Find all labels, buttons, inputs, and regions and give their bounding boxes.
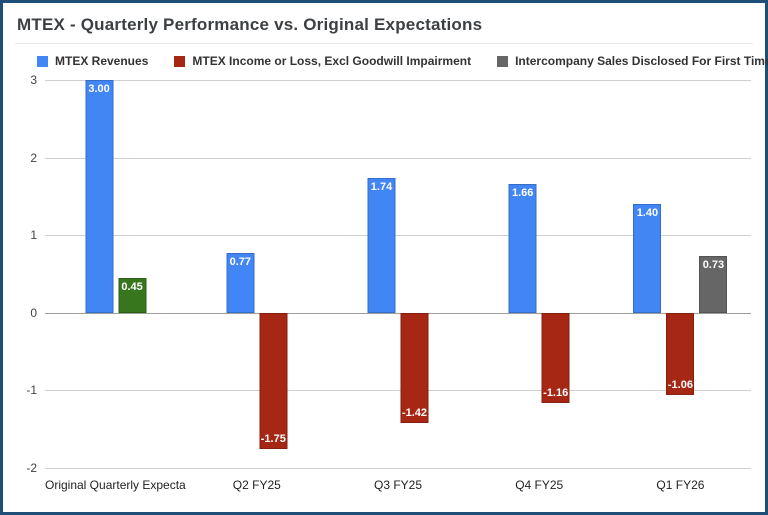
bar-value-label: 1.66 <box>511 187 534 199</box>
bar-slot: 1.74 <box>367 80 396 468</box>
chart-title: MTEX - Quarterly Performance vs. Origina… <box>17 15 483 34</box>
x-category-label: Q3 FY25 <box>373 478 423 492</box>
y-tick-label: 0 <box>30 305 37 320</box>
bar-value-label: 0.73 <box>702 259 725 272</box>
legend-item-label: Intercompany Sales Disclosed For First T… <box>515 54 768 68</box>
bar-slot: 0.77 <box>226 80 255 468</box>
x-category-label: Q4 FY25 <box>515 478 564 492</box>
gridline <box>45 390 751 392</box>
bar[interactable]: 0.77 <box>226 253 255 313</box>
bar[interactable]: -1.06 <box>666 312 695 396</box>
bar-slot: 0.45 <box>118 80 147 468</box>
bar-slot: 1.40 <box>633 80 662 468</box>
bar-row: 1.74 -1.42 <box>367 80 429 468</box>
bar[interactable]: 1.74 <box>367 177 396 313</box>
bar-group: 1.74 -1.42 <box>327 80 468 468</box>
bar-group: 1.40 -1.06 0.73 <box>610 80 751 468</box>
bar[interactable]: 3.00 <box>85 80 114 313</box>
gridline <box>45 157 751 159</box>
chart-header: MTEX - Quarterly Performance vs. Origina… <box>15 13 753 44</box>
bar[interactable]: 0.45 <box>118 277 147 313</box>
gridline <box>45 312 751 314</box>
x-category-label: Q1 FY26 <box>656 478 705 492</box>
bar-slot: 0.73 <box>699 80 728 468</box>
bar[interactable]: -1.16 <box>541 312 570 403</box>
bar-value-label: 3.00 <box>88 83 110 96</box>
legend-swatch-icon <box>37 55 48 67</box>
y-tick-label: 2 <box>30 150 37 165</box>
bar[interactable]: -1.42 <box>400 312 429 423</box>
bar[interactable]: 1.66 <box>508 184 537 313</box>
bar-slot: 3.00 <box>85 80 114 468</box>
legend-item: Intercompany Sales Disclosed For First T… <box>497 54 768 68</box>
bar[interactable]: 0.73 <box>699 256 728 313</box>
bar-value-label: 0.45 <box>121 280 143 293</box>
bar-slot: -1.16 <box>541 80 570 468</box>
bar-value-label: -1.42 <box>401 406 428 419</box>
bar-slot: -1.06 <box>666 80 695 468</box>
bar-group: 0.77 -1.75 <box>186 80 327 468</box>
chart-area: 3 2 1 0 -1 -2 3.00 0.45 0.77 -1.75 1.74 -1.42 1.66 -… <box>15 73 753 504</box>
legend-item-label: MTEX Revenues <box>55 54 149 68</box>
x-category-label: Original Quarterly Expectation <box>45 478 186 492</box>
plot-groups: 3.00 0.45 0.77 -1.75 1.74 -1.42 1.66 -1.16 1.40 -… <box>45 80 751 468</box>
gridline <box>45 80 751 81</box>
legend-swatch-icon <box>497 55 509 67</box>
bar-value-label: -1.06 <box>667 379 693 392</box>
legend-item: MTEX Revenues <box>37 54 148 68</box>
bar-slot: -1.42 <box>400 80 429 468</box>
gridline <box>45 235 751 237</box>
y-tick-label: -2 <box>26 461 37 475</box>
bar[interactable]: 1.40 <box>633 204 662 313</box>
bar-row: 3.00 0.45 <box>85 80 147 468</box>
bar-group: 1.66 -1.16 <box>469 80 610 468</box>
bar-value-label: 0.77 <box>229 256 251 269</box>
y-tick-label: 3 <box>30 73 37 87</box>
bar-slot: 1.66 <box>508 80 537 468</box>
gridline <box>45 468 751 469</box>
bar-slot: -1.75 <box>259 80 288 468</box>
bar-value-label: 1.40 <box>636 207 659 220</box>
bar-row: 1.66 -1.16 <box>508 80 570 468</box>
legend-swatch-icon <box>174 55 186 67</box>
bar-group: 3.00 0.45 <box>45 80 186 468</box>
legend-item-label: MTEX Income or Loss, Excl Goodwill Impai… <box>192 54 472 68</box>
bar-row: 1.40 -1.06 0.73 <box>633 80 728 468</box>
bar-row: 0.77 -1.75 <box>226 80 288 468</box>
y-tick-label: 1 <box>30 228 37 243</box>
legend: MTEX Revenues MTEX Income or Loss, Excl G… <box>15 44 768 72</box>
x-axis-labels: Original Quarterly Expectation Q2 FY25 Q3 … <box>45 468 751 504</box>
bar-value-label: -1.16 <box>543 386 569 399</box>
plot-area: 3.00 0.45 0.77 -1.75 1.74 -1.42 1.66 -1.16 1.40 -… <box>45 80 751 469</box>
bar-value-label: -1.75 <box>260 432 286 445</box>
bar[interactable]: -1.75 <box>259 312 288 449</box>
y-axis: 3 2 1 0 -1 -2 <box>15 73 45 475</box>
y-tick-label: -1 <box>26 383 37 398</box>
legend-item: MTEX Income or Loss, Excl Goodwill Impai… <box>174 54 471 68</box>
x-category-label: Q2 FY25 <box>232 478 281 492</box>
bar-value-label: 1.74 <box>370 180 393 193</box>
